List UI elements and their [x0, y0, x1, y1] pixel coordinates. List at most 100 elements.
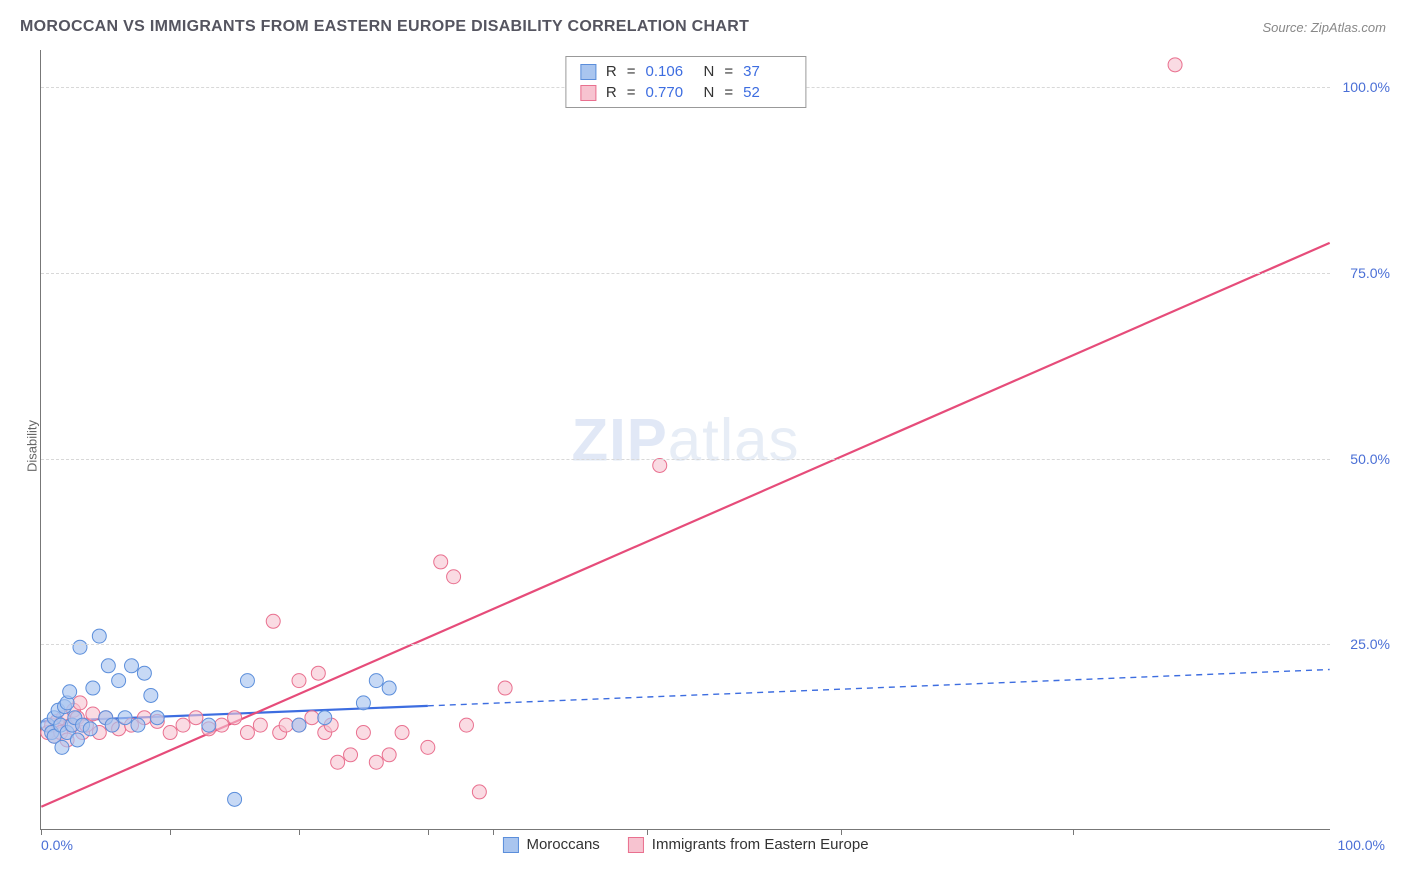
y-axis-label: Disability — [25, 420, 40, 472]
chart-title: MOROCCAN VS IMMIGRANTS FROM EASTERN EURO… — [20, 18, 749, 36]
legend-stats-row-0: R = 0.106 N = 37 — [566, 61, 805, 82]
legend-label-0: Moroccans — [526, 836, 599, 853]
legend-stats-row-1: R = 0.770 N = 52 — [566, 82, 805, 103]
x-tick — [1073, 829, 1074, 835]
eq: = — [627, 63, 636, 80]
x-tick — [299, 829, 300, 835]
y-tick-label: 75.0% — [1350, 265, 1390, 281]
data-point — [73, 640, 87, 654]
data-point — [176, 718, 190, 732]
data-point — [447, 570, 461, 584]
legend-swatch-b0 — [502, 837, 518, 853]
regression-line-dashed — [428, 669, 1330, 705]
legend-stats: R = 0.106 N = 37 R = 0.770 N = 52 — [565, 56, 806, 108]
data-point — [228, 711, 242, 725]
legend-swatch-b1 — [628, 837, 644, 853]
r-label: R — [606, 63, 617, 80]
data-point — [137, 666, 151, 680]
data-point — [498, 681, 512, 695]
data-point — [92, 629, 106, 643]
n-label: N — [704, 84, 715, 101]
eq: = — [627, 84, 636, 101]
data-point — [55, 740, 69, 754]
r-value-1: 0.770 — [646, 84, 694, 101]
data-point — [305, 711, 319, 725]
gridline-h — [41, 273, 1330, 274]
data-point — [86, 681, 100, 695]
data-point — [86, 707, 100, 721]
data-point — [311, 666, 325, 680]
data-point — [253, 718, 267, 732]
r-value-0: 0.106 — [646, 63, 694, 80]
data-point — [331, 755, 345, 769]
x-tick-label-start: 0.0% — [41, 837, 73, 853]
data-point — [202, 718, 216, 732]
data-point — [215, 718, 229, 732]
data-point — [318, 711, 332, 725]
plot-area: ZIPatlas R = 0.106 N = 37 R = 0.770 N = … — [40, 50, 1330, 830]
y-tick-label: 100.0% — [1343, 79, 1390, 95]
data-point — [1168, 58, 1182, 72]
data-point — [240, 674, 254, 688]
r-label: R — [606, 84, 617, 101]
n-label: N — [704, 63, 715, 80]
data-point — [70, 733, 84, 747]
gridline-h — [41, 459, 1330, 460]
n-value-0: 37 — [743, 63, 791, 80]
data-point — [395, 726, 409, 740]
data-point — [105, 718, 119, 732]
legend-item-0: Moroccans — [502, 836, 599, 853]
data-point — [73, 696, 87, 710]
x-tick-label-end: 100.0% — [1338, 837, 1385, 853]
data-point — [472, 785, 486, 799]
data-point — [279, 718, 293, 732]
data-point — [344, 748, 358, 762]
chart-svg — [41, 50, 1330, 829]
data-point — [112, 674, 126, 688]
data-point — [266, 614, 280, 628]
data-point — [382, 681, 396, 695]
data-point — [240, 726, 254, 740]
data-point — [292, 674, 306, 688]
data-point — [83, 722, 97, 736]
data-point — [144, 688, 158, 702]
data-point — [63, 685, 77, 699]
data-point — [356, 726, 370, 740]
source-prefix: Source: — [1262, 20, 1310, 35]
x-tick — [841, 829, 842, 835]
data-point — [382, 748, 396, 762]
data-point — [150, 711, 164, 725]
header: MOROCCAN VS IMMIGRANTS FROM EASTERN EURO… — [20, 18, 1386, 36]
x-tick — [493, 829, 494, 835]
data-point — [163, 726, 177, 740]
source-attribution: Source: ZipAtlas.com — [1262, 20, 1386, 35]
x-tick — [170, 829, 171, 835]
data-point — [101, 659, 115, 673]
data-point — [369, 755, 383, 769]
data-point — [653, 458, 667, 472]
data-point — [228, 792, 242, 806]
x-tick — [428, 829, 429, 835]
y-tick-label: 25.0% — [1350, 636, 1390, 652]
y-tick-label: 50.0% — [1350, 451, 1390, 467]
data-point — [459, 718, 473, 732]
data-point — [292, 718, 306, 732]
legend-series: Moroccans Immigrants from Eastern Europe — [502, 836, 868, 853]
chart-container: MOROCCAN VS IMMIGRANTS FROM EASTERN EURO… — [0, 0, 1406, 892]
x-tick — [647, 829, 648, 835]
data-point — [131, 718, 145, 732]
legend-label-1: Immigrants from Eastern Europe — [652, 836, 869, 853]
data-point — [369, 674, 383, 688]
x-tick — [41, 829, 42, 835]
gridline-h — [41, 644, 1330, 645]
data-point — [421, 740, 435, 754]
data-point — [189, 711, 203, 725]
n-value-1: 52 — [743, 84, 791, 101]
data-point — [125, 659, 139, 673]
data-point — [434, 555, 448, 569]
eq: = — [724, 63, 733, 80]
legend-swatch-1 — [580, 85, 596, 101]
legend-item-1: Immigrants from Eastern Europe — [628, 836, 869, 853]
eq: = — [724, 84, 733, 101]
legend-swatch-0 — [580, 64, 596, 80]
